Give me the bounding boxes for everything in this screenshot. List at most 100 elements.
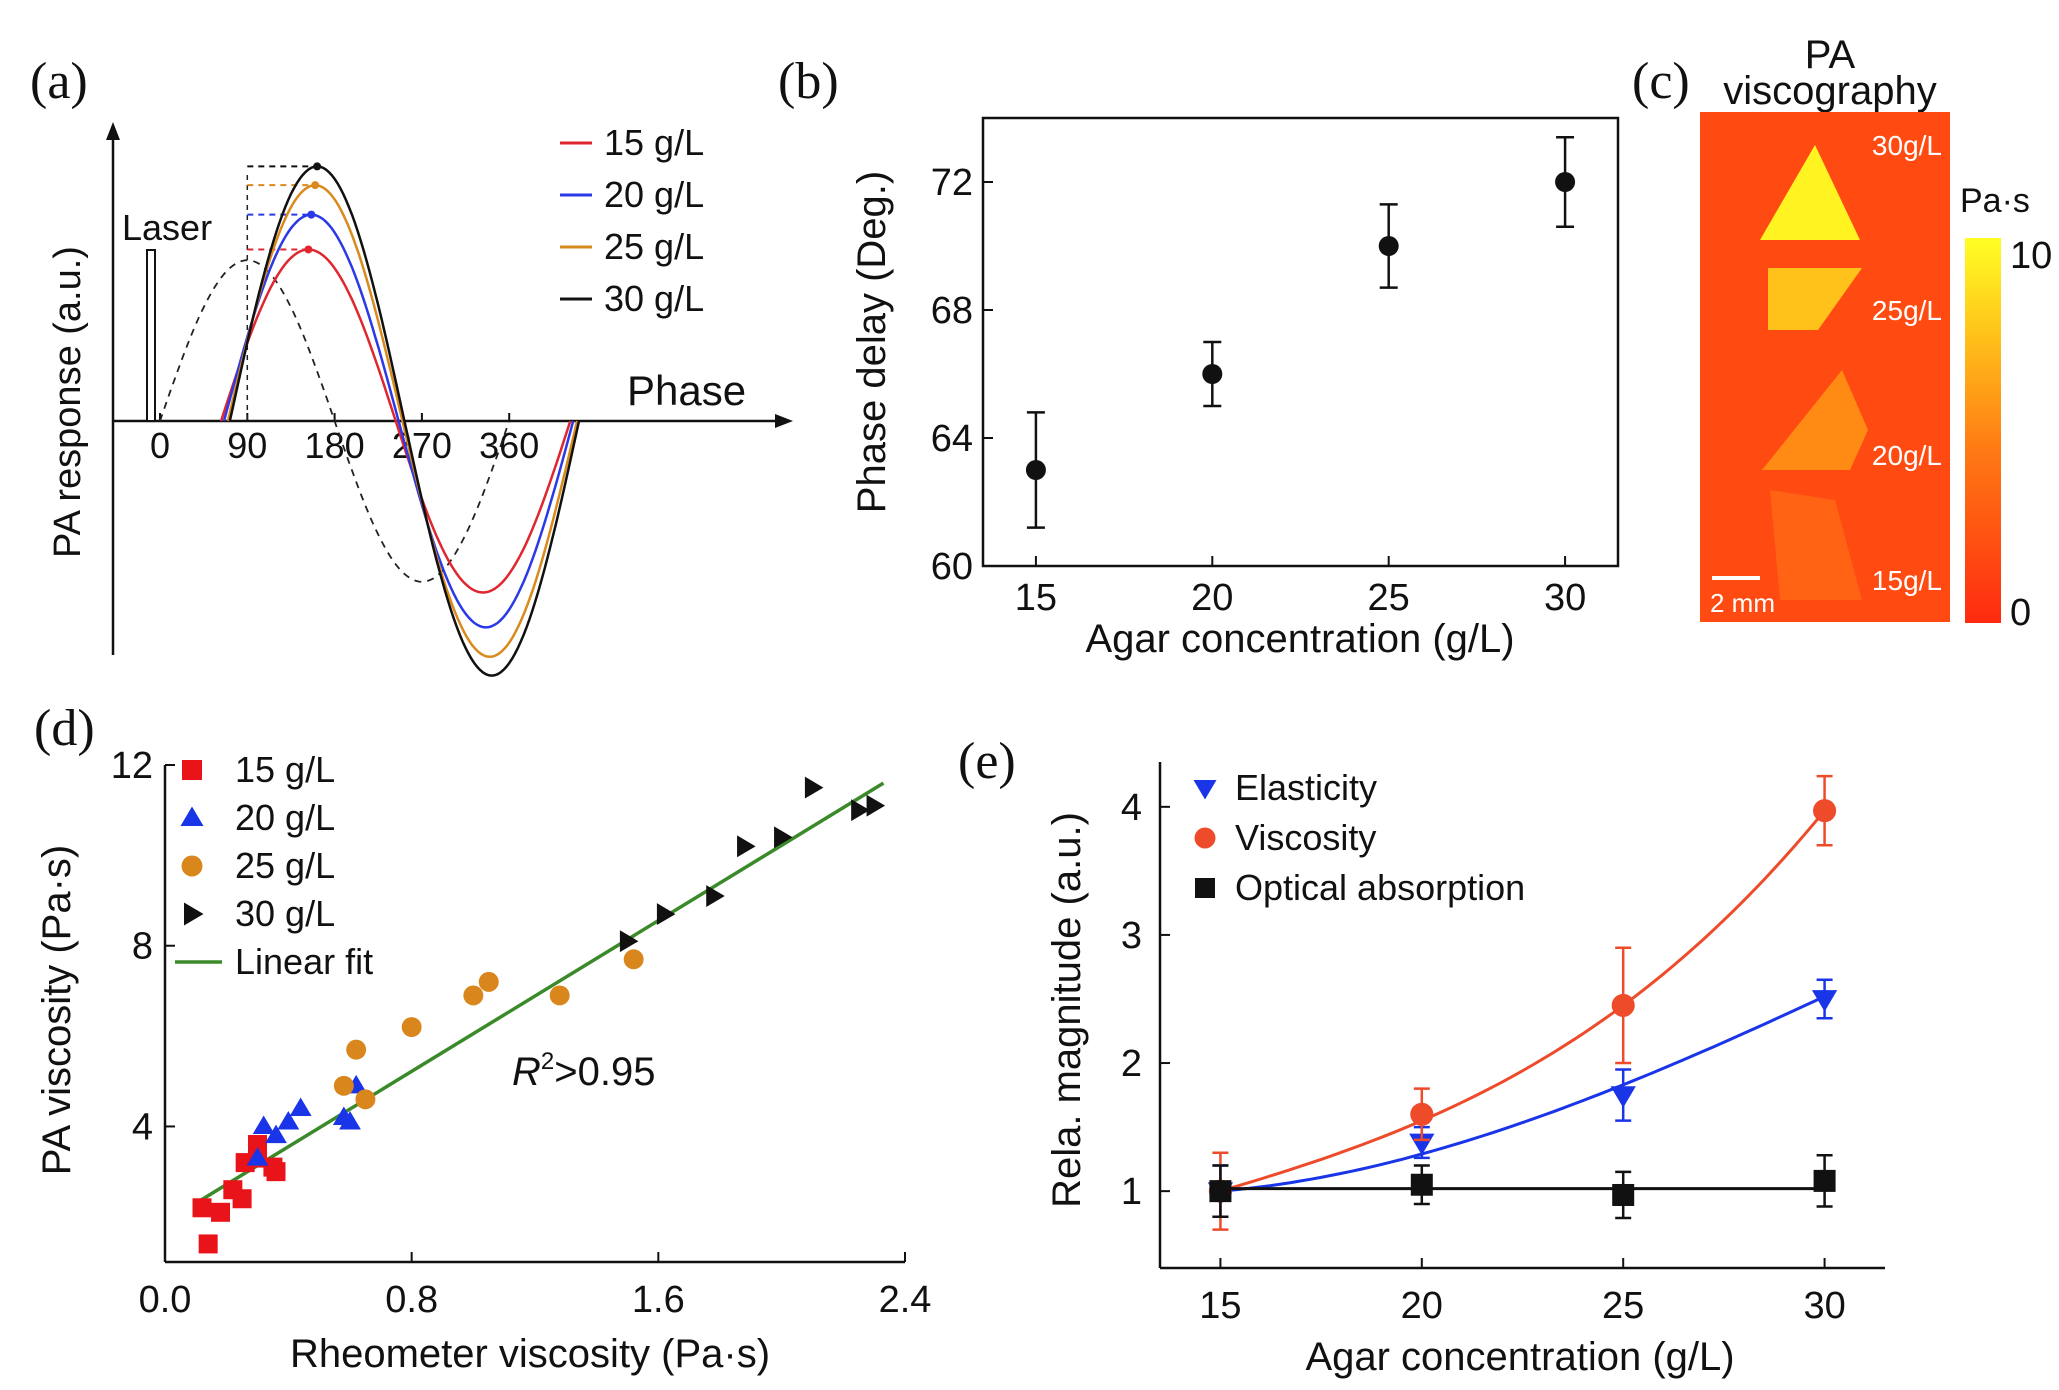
region-label-0: 30g/L <box>1872 130 1942 161</box>
legend-label-1: Viscosity <box>1235 817 1376 858</box>
panel-c-label: (c) <box>1632 53 1690 110</box>
panel-a-tick-label: 180 <box>305 425 365 466</box>
data-point-3-6 <box>851 799 870 822</box>
panel-b-ytick-label: 60 <box>931 546 973 588</box>
panel-b-ytick-label: 72 <box>931 162 973 204</box>
panel-d-xlabel: Rheometer viscosity (Pa·s) <box>290 1332 770 1376</box>
legend-label-2: 25 g/L <box>235 845 335 886</box>
data-point-2-7 <box>623 949 644 970</box>
data-point-3-4 <box>774 826 793 849</box>
response-curve-2 <box>226 183 579 659</box>
legend-label-2: 25 g/L <box>604 226 704 267</box>
panel-a-xlabel: Phase <box>627 367 746 414</box>
panel-b-ytick-label: 68 <box>931 290 973 332</box>
phantom-region-3 <box>1770 490 1862 600</box>
fit-curve-1 <box>1219 809 1826 1193</box>
region-label-2: 20g/L <box>1872 440 1942 471</box>
panel-e-ytick-label: 2 <box>1121 1043 1142 1085</box>
legend-fit-label: Linear fit <box>235 941 373 982</box>
scale-bar-label: 2 mm <box>1710 588 1775 618</box>
data-point-1-4 <box>289 1097 312 1116</box>
panel-a: (a) PA response (a.u.) Phase 0 90 180 270 36… <box>30 53 793 677</box>
panel-e-xtick-label: 15 <box>1199 1285 1241 1327</box>
data-point-3 <box>1555 172 1576 192</box>
legend-marker-2 <box>1195 878 1215 898</box>
panel-a-tick-label: 360 <box>479 425 539 466</box>
panel-d-xtick-label: 2.4 <box>879 1279 932 1321</box>
data-point-3-5 <box>804 776 824 799</box>
data-point-3-7 <box>866 794 886 817</box>
colorbar-max: 10 <box>2010 235 2052 277</box>
panel-c: (c) PA viscography 30g/L25g/L20g/L15g/L … <box>1632 33 2052 634</box>
phantom-region-0 <box>1760 145 1860 240</box>
data-point-1 <box>1202 364 1223 384</box>
data-point-2-6 <box>549 985 570 1006</box>
data-point-2 <box>1378 236 1399 256</box>
panel-b-label: (b) <box>778 53 839 110</box>
data-point-0-3 <box>1811 990 1838 1012</box>
colorbar-min: 0 <box>2010 592 2031 634</box>
panel-d-xtick-label: 0.8 <box>385 1279 438 1321</box>
peak-dot-3 <box>313 162 322 171</box>
data-point-1-2 <box>1611 993 1635 1017</box>
legend-marker-1 <box>1194 827 1216 849</box>
data-point-0-2 <box>1610 1086 1636 1108</box>
data-point-2-5 <box>478 971 499 992</box>
data-point-2-4 <box>463 985 484 1006</box>
panel-a-y-arrow <box>106 122 120 140</box>
panel-a-tick-label: 90 <box>227 425 267 466</box>
data-point-0-2 <box>211 1202 230 1222</box>
data-point-2-0 <box>1209 1180 1232 1203</box>
panel-e-label: (e) <box>958 733 1016 790</box>
laser-label: Laser <box>122 207 212 248</box>
region-label-3: 15g/L <box>1872 565 1942 596</box>
data-point-3-0 <box>619 930 639 953</box>
panel-c-title-2: viscography <box>1723 69 1936 113</box>
panel-e-xlabel: Agar concentration (g/L) <box>1305 1335 1734 1379</box>
peak-dot-1 <box>307 210 316 219</box>
data-point-0 <box>1025 460 1046 480</box>
panel-d-ytick-label: 4 <box>132 1106 153 1148</box>
panel-c-title-1: PA <box>1805 33 1856 77</box>
data-point-3-2 <box>706 885 725 907</box>
data-point-2-3 <box>401 1017 422 1038</box>
panel-d-ytick-label: 12 <box>111 745 153 787</box>
panel-e-ylabel: Rela. magnitude (a.u.) <box>1045 812 1089 1208</box>
panel-e-xtick-label: 20 <box>1401 1285 1443 1327</box>
panel-b-xtick-label: 20 <box>1191 577 1233 619</box>
panel-b-ylabel: Phase delay (Deg.) <box>850 171 894 513</box>
data-point-3-3 <box>737 835 756 858</box>
data-point-1-3 <box>1813 799 1837 823</box>
data-point-1-0 <box>246 1147 269 1166</box>
colorbar-unit: Pa·s <box>1960 182 2030 220</box>
panel-d-label: (d) <box>34 700 95 757</box>
panel-d-xtick-label: 0.0 <box>139 1279 192 1321</box>
legend-marker-3 <box>184 902 204 926</box>
phantom-region-2 <box>1762 370 1868 470</box>
panel-b-xtick-label: 15 <box>1015 577 1057 619</box>
excitation-dashed-curve <box>159 259 511 583</box>
legend-marker-0 <box>1193 780 1217 800</box>
legend-label-0: 15 g/L <box>235 749 335 790</box>
legend-marker-2 <box>181 855 203 877</box>
panel-d: (d) PA viscosity (Pa·s) Rheometer viscos… <box>34 700 931 1376</box>
legend-label-1: 20 g/L <box>235 797 335 838</box>
panel-a-x-arrow <box>775 414 793 428</box>
data-point-1-3 <box>277 1111 300 1130</box>
legend-label-3: 30 g/L <box>235 893 335 934</box>
panel-b-xtick-label: 30 <box>1544 577 1586 619</box>
data-point-1-6 <box>339 1111 361 1130</box>
data-point-2-3 <box>1813 1169 1836 1192</box>
panel-d-ytick-label: 8 <box>132 926 153 968</box>
linear-fit-line <box>194 781 885 1205</box>
data-point-2-0 <box>333 1075 354 1096</box>
data-point-0-4 <box>232 1189 252 1209</box>
laser-pulse <box>146 249 156 422</box>
legend-label-0: Elasticity <box>1235 767 1377 808</box>
phantom-region-1 <box>1768 268 1862 330</box>
panel-a-ylabel: PA response (a.u.) <box>47 246 89 558</box>
panel-e-xtick-label: 30 <box>1803 1285 1845 1327</box>
panel-b-ytick-label: 64 <box>931 418 973 460</box>
data-point-2-1 <box>1410 1173 1433 1196</box>
